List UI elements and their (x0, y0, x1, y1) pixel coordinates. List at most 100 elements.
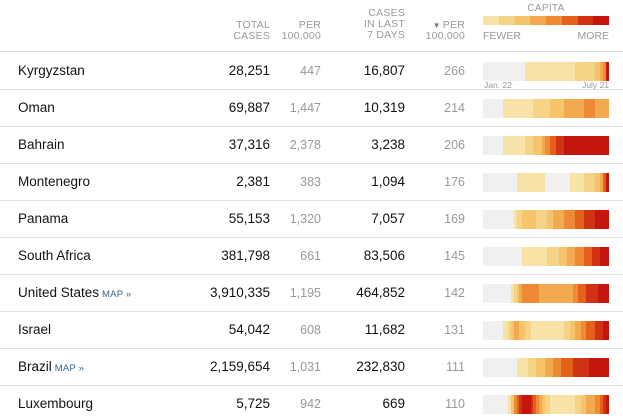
trend-cell (603, 321, 607, 340)
trend-cell (527, 210, 531, 229)
legend-swatch (514, 16, 531, 25)
trend-cell (524, 210, 528, 229)
cases-per-100k: 608 (300, 323, 321, 337)
table-row: Kyrgyzstan 28,251 447 16,807 266 Jan. 22 July … (0, 53, 623, 90)
trend-cell (491, 136, 495, 155)
total-cases: 69,887 (228, 100, 270, 115)
trend-cell (544, 395, 548, 414)
trend-cell (491, 358, 495, 377)
trend-cell (583, 358, 587, 377)
trend-cell (491, 210, 495, 229)
axis-end-date: July 21 (582, 80, 609, 90)
trend-cell (488, 321, 492, 340)
total-cases: 2,159,654 (209, 359, 270, 374)
trend-cell (522, 210, 525, 229)
header-text: TOTAL (236, 19, 270, 31)
trend-cell (533, 99, 537, 118)
trend-cell (586, 99, 590, 118)
country-label: Brazil (18, 359, 52, 374)
trend-cell (496, 173, 500, 192)
trend-cell (485, 284, 489, 303)
trend-cell (572, 395, 576, 414)
trend-cell (505, 99, 509, 118)
trend-cell (494, 284, 497, 303)
trend-cell (589, 173, 593, 192)
trend-cell (513, 284, 517, 303)
trend-cell (538, 284, 542, 303)
trend-cell (505, 247, 509, 266)
trend-cell (561, 321, 565, 340)
trend-cell (578, 395, 581, 414)
trend-cell (488, 247, 492, 266)
trend-cell (603, 358, 607, 377)
trend-cell (552, 173, 556, 192)
trend-cell (597, 247, 601, 266)
trend-cell (510, 321, 514, 340)
trend-cell (524, 62, 528, 81)
header-text: 100,000 (425, 30, 465, 42)
trend-cell (527, 321, 531, 340)
trend-cell (516, 358, 520, 377)
col-per-100k-header[interactable]: PER 100,000 (282, 20, 321, 42)
map-link[interactable]: MAP » (54, 363, 85, 374)
legend-swatch (498, 16, 515, 25)
trend-cell (578, 62, 581, 81)
col-total-cases-header[interactable]: TOTAL CASES (233, 20, 270, 42)
trend-cell (561, 62, 565, 81)
trend-cell (578, 99, 581, 118)
last-7-per-100k: 142 (444, 286, 465, 300)
trend-cell (564, 358, 567, 377)
country-label: South Africa (18, 248, 91, 263)
trend-cell (499, 395, 503, 414)
trend-cell (494, 321, 497, 340)
trend-cell (586, 210, 590, 229)
trend-cell (527, 247, 531, 266)
trend-cell (592, 247, 595, 266)
trend-cell (575, 173, 579, 192)
col-last-7-per-100k-header[interactable]: ▼ PER 100,000 (426, 20, 465, 42)
trend-cell (516, 284, 520, 303)
trend-cell (516, 247, 520, 266)
trend-cell (510, 136, 514, 155)
trend-cell (519, 99, 523, 118)
trend-cell (491, 321, 495, 340)
trend-cell (485, 99, 489, 118)
trend-cell (485, 395, 489, 414)
trend-cell (586, 62, 590, 81)
trend-cell (564, 173, 567, 192)
axis-start-date: Jan. 22 (484, 80, 512, 90)
country-label: Luxembourg (18, 396, 94, 411)
country-name: Luxembourg (18, 386, 93, 419)
trend-cell (538, 395, 542, 414)
trend-cell (541, 284, 545, 303)
map-link[interactable]: MAP » (102, 289, 132, 300)
trend-cell (592, 395, 595, 414)
trend-cell (541, 247, 545, 266)
total-cases: 3,910,335 (209, 285, 270, 300)
trend-cell (594, 99, 598, 118)
last-7-per-100k: 206 (444, 138, 465, 152)
country-name: Brazil MAP » (18, 349, 84, 385)
trend-cell (513, 99, 517, 118)
trend-cell (533, 358, 537, 377)
trend-cell (519, 62, 523, 81)
trend-cell (552, 358, 556, 377)
trend-cell (583, 247, 587, 266)
trend-cell (538, 136, 542, 155)
trend-cell (547, 395, 551, 414)
trend-cell (597, 210, 601, 229)
trend-cell (566, 358, 570, 377)
trend-cell (597, 358, 601, 377)
country-name: Panama (18, 201, 68, 237)
trend-cell (603, 247, 607, 266)
trend-cell (597, 99, 601, 118)
trend-cell (606, 99, 609, 118)
trend-cell (603, 284, 607, 303)
trend-cell (578, 284, 581, 303)
trend-cell (586, 321, 590, 340)
trend-cell (502, 358, 506, 377)
col-last-7-days-header[interactable]: CASES IN LAST 7 DAYS (364, 8, 405, 41)
trend-cell (516, 62, 520, 81)
trend-cell (550, 358, 553, 377)
trend-cell (592, 284, 595, 303)
